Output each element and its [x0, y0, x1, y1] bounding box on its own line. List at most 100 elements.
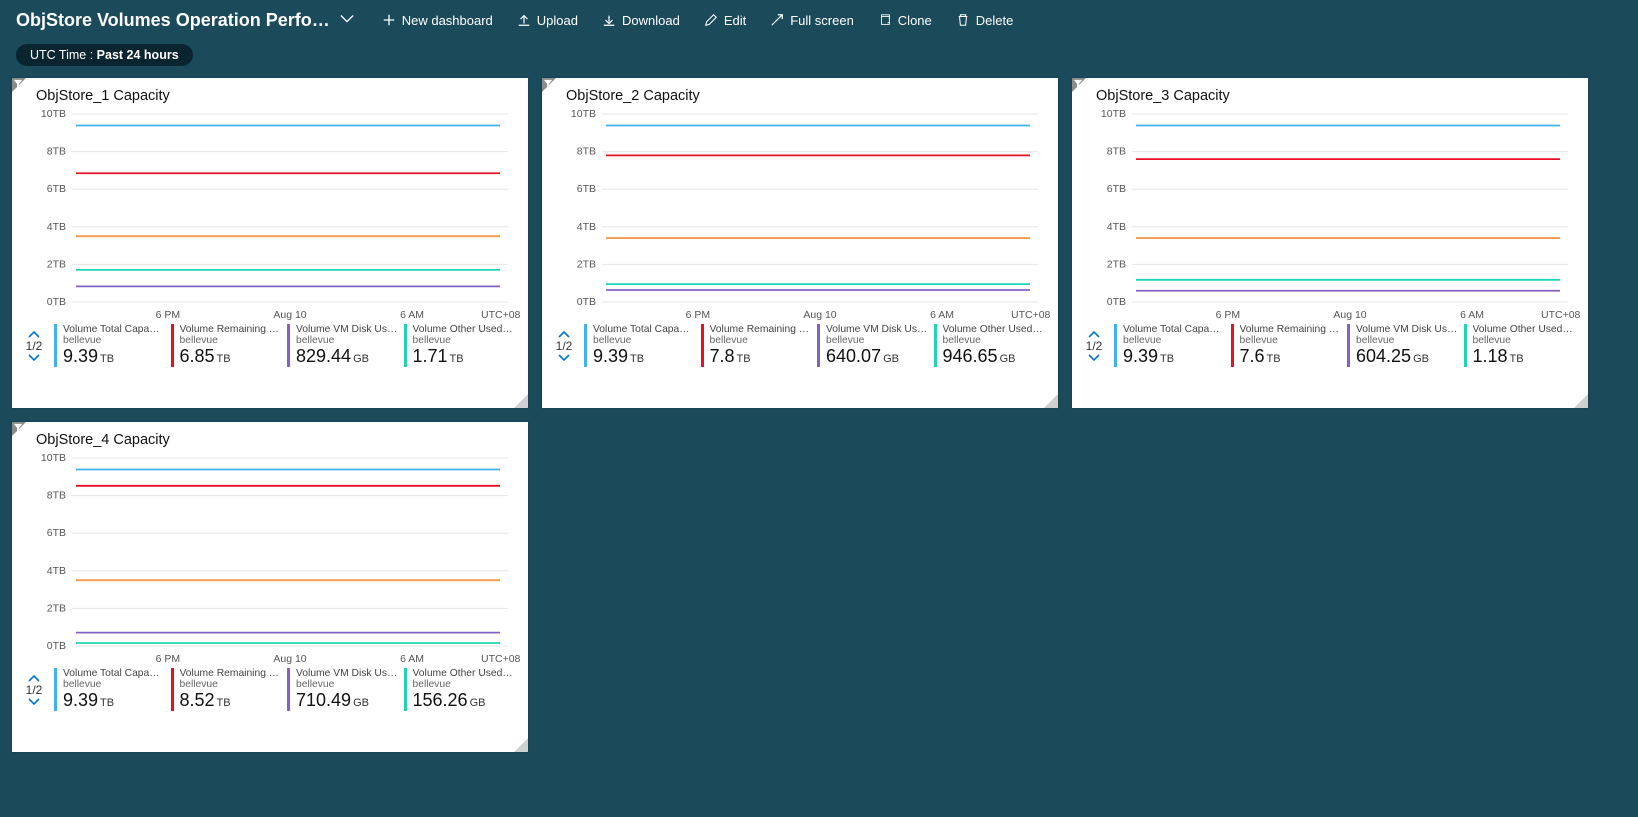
pager-up-icon[interactable] [1087, 329, 1101, 339]
pager-down-icon[interactable] [27, 353, 41, 363]
legend-item[interactable]: Volume VM Disk Used … bellevue 604.25GB [1347, 324, 1464, 367]
legend-sublabel: bellevue [593, 335, 695, 346]
legend-item[interactable]: Volume Total Capacit… bellevue 9.39TB [54, 668, 171, 711]
legend-sublabel: bellevue [296, 335, 398, 346]
pager-text: 1/2 [556, 339, 573, 353]
legend-item[interactable]: Volume Other Used Ca… bellevue 1.71TB [404, 324, 521, 367]
svg-text:Aug 10: Aug 10 [273, 309, 306, 321]
tile-corner [12, 78, 26, 92]
legend-items: Volume Total Capacit… bellevue 9.39TB Vo… [584, 324, 1050, 367]
legend-label: Volume VM Disk Used … [296, 324, 398, 335]
svg-text:0TB: 0TB [47, 640, 66, 652]
upload-label: Upload [537, 13, 578, 28]
legend-item[interactable]: Volume VM Disk Used … bellevue 710.49GB [287, 668, 404, 711]
svg-text:Aug 10: Aug 10 [803, 309, 836, 321]
time-pill-prefix: UTC Time : [30, 48, 97, 62]
upload-button[interactable]: Upload [507, 9, 588, 32]
title-dropdown[interactable] [340, 12, 354, 29]
pager-up-icon[interactable] [27, 673, 41, 683]
tile-title: ObjStore_3 Capacity [1072, 78, 1588, 106]
chart-tile: ObjStore_3 Capacity 0TB2TB4TB6TB8TB10TB … [1072, 78, 1588, 408]
legend-row: 1/2 Volume Total Capacit… bellevue 9.39T… [542, 324, 1058, 373]
clone-label: Clone [898, 13, 932, 28]
legend-items: Volume Total Capacit… bellevue 9.39TB Vo… [1114, 324, 1580, 367]
time-pill-value: Past 24 hours [97, 48, 179, 62]
legend-item[interactable]: Volume Remaining Cap… bellevue 8.52TB [171, 668, 288, 711]
tile-grid: ObjStore_1 Capacity 0TB2TB4TB6TB8TB10TB … [0, 78, 1638, 752]
legend-item[interactable]: Volume Total Capacit… bellevue 9.39TB [54, 324, 171, 367]
pager-down-icon[interactable] [557, 353, 571, 363]
time-range-pill[interactable]: UTC Time : Past 24 hours [16, 44, 193, 66]
clone-icon [878, 13, 892, 27]
svg-text:Aug 10: Aug 10 [273, 653, 306, 665]
legend-value: 710.49GB [296, 690, 398, 711]
legend-value: 1.71TB [413, 346, 515, 367]
resize-handle[interactable] [514, 394, 528, 408]
legend-item[interactable]: Volume Remaining Cap… bellevue 6.85TB [171, 324, 288, 367]
legend-item[interactable]: Volume Other Used Ca… bellevue 946.65GB [934, 324, 1051, 367]
svg-text:UTC+08:00: UTC+08:00 [481, 653, 520, 665]
svg-text:6 PM: 6 PM [156, 309, 181, 321]
legend-sublabel: bellevue [180, 679, 282, 690]
legend-sublabel: bellevue [413, 679, 515, 690]
legend-value: 946.65GB [943, 346, 1045, 367]
pencil-icon [704, 13, 718, 27]
new-dashboard-button[interactable]: New dashboard [372, 9, 503, 32]
legend-item[interactable]: Volume Other Used Ca… bellevue 1.18TB [1464, 324, 1581, 367]
pager-text: 1/2 [26, 339, 43, 353]
delete-label: Delete [976, 13, 1014, 28]
plus-icon [382, 13, 396, 27]
chart-area[interactable]: 0TB2TB4TB6TB8TB10TB 6 PMAug 106 AMUTC+08… [1080, 108, 1580, 324]
legend-label: Volume Other Used Ca… [943, 324, 1045, 335]
legend-sublabel: bellevue [180, 335, 282, 346]
svg-text:10TB: 10TB [1101, 108, 1126, 120]
resize-handle[interactable] [1574, 394, 1588, 408]
legend-items: Volume Total Capacit… bellevue 9.39TB Vo… [54, 324, 520, 367]
legend-items: Volume Total Capacit… bellevue 9.39TB Vo… [54, 668, 520, 711]
pager-up-icon[interactable] [27, 329, 41, 339]
legend-value: 9.39TB [63, 346, 165, 367]
legend-value: 1.18TB [1473, 346, 1575, 367]
svg-text:6 AM: 6 AM [400, 309, 424, 321]
legend-pager: 1/2 [1078, 329, 1110, 363]
svg-text:0TB: 0TB [1107, 296, 1126, 308]
download-label: Download [622, 13, 680, 28]
legend-sublabel: bellevue [710, 335, 812, 346]
svg-text:4TB: 4TB [577, 221, 596, 233]
legend-item[interactable]: Volume Remaining Cap… bellevue 7.8TB [701, 324, 818, 367]
resize-handle[interactable] [514, 738, 528, 752]
pager-down-icon[interactable] [1087, 353, 1101, 363]
legend-value: 829.44GB [296, 346, 398, 367]
svg-text:2TB: 2TB [1107, 258, 1126, 270]
delete-button[interactable]: Delete [946, 9, 1024, 32]
legend-pager: 1/2 [18, 673, 50, 707]
tile-title: ObjStore_1 Capacity [12, 78, 528, 106]
edit-button[interactable]: Edit [694, 9, 756, 32]
legend-row: 1/2 Volume Total Capacit… bellevue 9.39T… [1072, 324, 1588, 373]
chart-area[interactable]: 0TB2TB4TB6TB8TB10TB 6 PMAug 106 AMUTC+08… [20, 452, 520, 668]
pager-down-icon[interactable] [27, 697, 41, 707]
legend-item[interactable]: Volume Other Used Ca… bellevue 156.26GB [404, 668, 521, 711]
legend-item[interactable]: Volume Total Capacit… bellevue 9.39TB [584, 324, 701, 367]
svg-text:6 PM: 6 PM [686, 309, 711, 321]
legend-item[interactable]: Volume Remaining Cap… bellevue 7.6TB [1231, 324, 1348, 367]
legend-value: 156.26GB [413, 690, 515, 711]
svg-text:UTC+08:00: UTC+08:00 [1011, 309, 1050, 321]
legend-label: Volume Other Used Ca… [413, 668, 515, 679]
svg-text:0TB: 0TB [47, 296, 66, 308]
chart-area[interactable]: 0TB2TB4TB6TB8TB10TB 6 PMAug 106 AMUTC+08… [550, 108, 1050, 324]
pager-up-icon[interactable] [557, 329, 571, 339]
clone-button[interactable]: Clone [868, 9, 942, 32]
svg-text:4TB: 4TB [47, 221, 66, 233]
legend-item[interactable]: Volume Total Capacit… bellevue 9.39TB [1114, 324, 1231, 367]
legend-item[interactable]: Volume VM Disk Used … bellevue 640.07GB [817, 324, 934, 367]
fullscreen-button[interactable]: Full screen [760, 9, 864, 32]
svg-text:8TB: 8TB [47, 490, 66, 502]
download-button[interactable]: Download [592, 9, 690, 32]
legend-item[interactable]: Volume VM Disk Used … bellevue 829.44GB [287, 324, 404, 367]
resize-handle[interactable] [1044, 394, 1058, 408]
filter-row: UTC Time : Past 24 hours [0, 40, 1638, 78]
legend-sublabel: bellevue [1473, 335, 1575, 346]
chart-area[interactable]: 0TB2TB4TB6TB8TB10TB 6 PMAug 106 AMUTC+08… [20, 108, 520, 324]
upload-icon [517, 13, 531, 27]
